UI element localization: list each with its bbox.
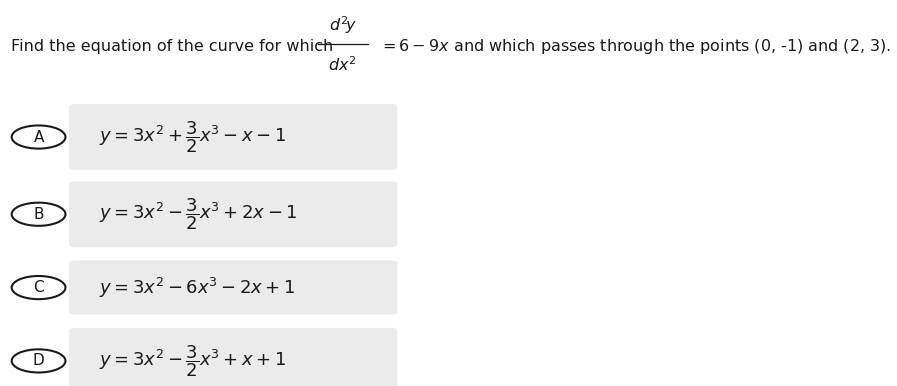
Text: $y=3x^2+\dfrac{3}{2}x^3-x-1$: $y=3x^2+\dfrac{3}{2}x^3-x-1$ xyxy=(99,119,285,155)
FancyBboxPatch shape xyxy=(69,260,397,315)
Text: C: C xyxy=(33,280,44,295)
Ellipse shape xyxy=(12,349,65,372)
Text: $y=3x^2-\dfrac{3}{2}x^3+2x-1$: $y=3x^2-\dfrac{3}{2}x^3+2x-1$ xyxy=(99,196,297,232)
Text: Find the equation of the curve for which: Find the equation of the curve for which xyxy=(11,39,333,54)
Text: $dx^2$: $dx^2$ xyxy=(328,56,357,74)
Ellipse shape xyxy=(12,276,65,299)
FancyBboxPatch shape xyxy=(69,104,397,170)
Text: $y=3x^2-6x^3-2x+1$: $y=3x^2-6x^3-2x+1$ xyxy=(99,276,295,300)
Text: $d^2\!y$: $d^2\!y$ xyxy=(328,14,357,36)
Text: A: A xyxy=(33,130,44,144)
Text: $=6-9x$ and which passes through the points (0, -1) and (2, 3).: $=6-9x$ and which passes through the poi… xyxy=(379,37,891,56)
FancyBboxPatch shape xyxy=(69,181,397,247)
Text: $y=3x^2-\dfrac{3}{2}x^3+x+1$: $y=3x^2-\dfrac{3}{2}x^3+x+1$ xyxy=(99,343,285,379)
Text: B: B xyxy=(33,207,44,222)
FancyBboxPatch shape xyxy=(69,328,397,386)
Ellipse shape xyxy=(12,203,65,226)
Ellipse shape xyxy=(12,125,65,149)
Text: D: D xyxy=(32,354,45,368)
